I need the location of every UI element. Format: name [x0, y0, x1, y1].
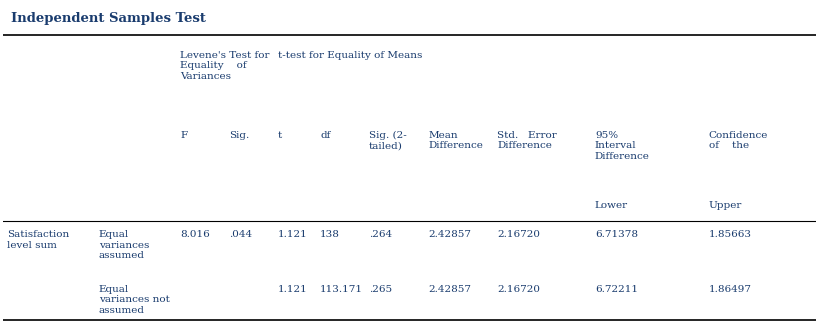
Text: Sig.: Sig. — [229, 131, 249, 140]
Text: 138: 138 — [320, 230, 340, 239]
Text: df: df — [320, 131, 330, 140]
Text: Equal
variances
assumed: Equal variances assumed — [99, 230, 149, 260]
Text: 113.171: 113.171 — [320, 285, 363, 294]
Text: 1.85663: 1.85663 — [709, 230, 752, 239]
Text: .265: .265 — [369, 285, 392, 294]
Text: Mean
Difference: Mean Difference — [428, 131, 483, 150]
Text: Lower: Lower — [595, 201, 628, 211]
Text: t: t — [278, 131, 282, 140]
Text: 1.121: 1.121 — [278, 230, 307, 239]
Text: .044: .044 — [229, 230, 252, 239]
Text: 2.16720: 2.16720 — [497, 285, 541, 294]
Text: Equal
variances not
assumed: Equal variances not assumed — [99, 285, 170, 315]
Text: Std.   Error
Difference: Std. Error Difference — [497, 131, 557, 150]
Text: 8.016: 8.016 — [180, 230, 210, 239]
Text: Independent Samples Test: Independent Samples Test — [11, 12, 206, 25]
Text: 6.71378: 6.71378 — [595, 230, 638, 239]
Text: Satisfaction
level sum: Satisfaction level sum — [7, 230, 69, 250]
Text: t-test for Equality of Means: t-test for Equality of Means — [278, 51, 422, 60]
Text: 2.42857: 2.42857 — [428, 230, 471, 239]
Text: 2.42857: 2.42857 — [428, 285, 471, 294]
Text: 2.16720: 2.16720 — [497, 230, 541, 239]
Text: Levene's Test for
Equality    of
Variances: Levene's Test for Equality of Variances — [180, 51, 269, 81]
Text: Sig. (2-
tailed): Sig. (2- tailed) — [369, 131, 406, 151]
Text: Upper: Upper — [709, 201, 742, 211]
Text: 95%
Interval
Difference: 95% Interval Difference — [595, 131, 649, 161]
Text: .264: .264 — [369, 230, 392, 239]
Text: 1.121: 1.121 — [278, 285, 307, 294]
Text: 6.72211: 6.72211 — [595, 285, 638, 294]
Text: 1.86497: 1.86497 — [709, 285, 752, 294]
Text: F: F — [180, 131, 188, 140]
Text: Confidence
of    the: Confidence of the — [709, 131, 768, 150]
